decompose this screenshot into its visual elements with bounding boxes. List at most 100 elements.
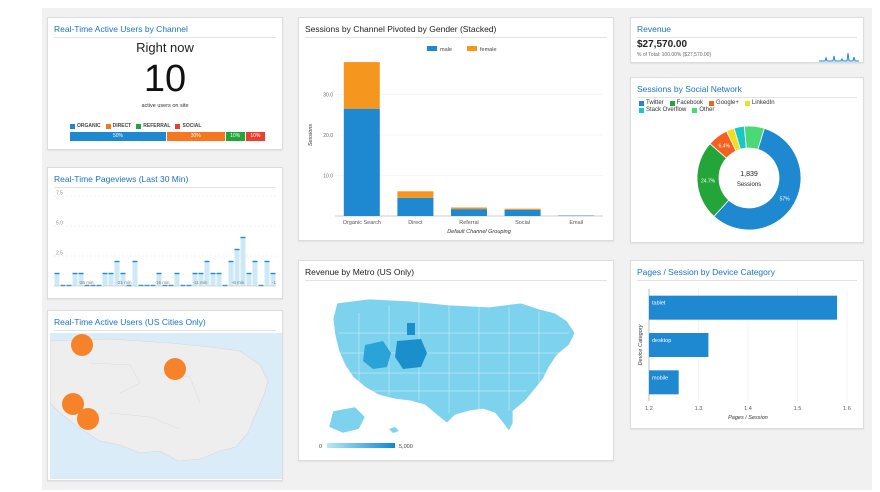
x-tick-label: -11 min — [193, 280, 208, 285]
legend-label: Stack Overflow — [646, 107, 687, 113]
legend-item: ORGANIC — [70, 123, 101, 129]
device-bar-label: tablet — [652, 301, 666, 307]
stacked-bar-segment — [343, 62, 380, 109]
stacked-bar-segment — [343, 108, 380, 216]
pageview-bar-cap — [186, 284, 192, 287]
pageview-bar — [270, 274, 276, 286]
legend-label: male — [440, 47, 452, 53]
card-social: Sessions by Social Network Twitter Facebo… — [630, 77, 864, 243]
pageview-bar — [108, 274, 114, 286]
legend-swatch — [692, 107, 698, 113]
x-tick-label: -21 min — [116, 280, 132, 285]
pageview-bar-cap — [132, 260, 138, 263]
legend-swatch — [136, 123, 142, 129]
y-tick-label: 20.0 — [323, 133, 333, 139]
channel-legend: ORGANIC DIRECT REFERRAL SOCIAL — [70, 123, 201, 129]
pageview-bar — [252, 262, 258, 286]
pageview-bar — [234, 250, 240, 286]
y-axis-title: Device Category — [638, 323, 644, 365]
donut-slice — [743, 125, 765, 150]
pageview-bar-cap — [192, 272, 198, 275]
pageview-bar-cap — [102, 272, 108, 275]
revenue-sparkline — [819, 52, 859, 62]
device-bar — [649, 370, 679, 395]
pageview-bar-cap — [84, 284, 90, 287]
legend-label: ORGANIC — [77, 123, 101, 129]
pageview-bar-cap — [258, 284, 264, 287]
pageview-bar — [102, 274, 108, 286]
x-tick-label: -26 min — [78, 280, 94, 285]
slice-label: 24.7% — [701, 178, 716, 184]
sessions-gender-chart: male female 10.0 20.0 30.0 Organic Search Dire… — [308, 46, 603, 235]
city-marker — [164, 358, 186, 380]
pageview-bar-cap — [162, 284, 168, 287]
stacked-bar-segment — [397, 197, 434, 216]
legend-swatch — [709, 100, 715, 106]
pageview-bar-cap — [168, 284, 174, 287]
pageview-bar-cap — [204, 260, 210, 263]
card-revenue: Revenue $27,570.00 % of Total: 100.00% (… — [630, 17, 864, 63]
pageview-bar — [264, 262, 270, 286]
legend-swatch — [105, 123, 111, 129]
card-pages-session: Pages / Session by Device Category 1.2 1.… — [630, 260, 864, 429]
legend-item: DIRECT — [105, 123, 131, 129]
divider — [54, 37, 276, 38]
legend-label: Twitter — [646, 100, 664, 106]
y-tick-label: 2.5 — [56, 251, 63, 257]
legend-item: REFERRAL — [136, 123, 170, 129]
channel-share-bar: 50% 30% 10% 10% — [70, 132, 266, 141]
legend-label: REFERRAL — [143, 123, 171, 129]
pageview-bar-cap — [246, 272, 252, 275]
stacked-bar-segment — [451, 207, 487, 210]
pageview-bar — [246, 274, 252, 286]
legend-item: Twitter — [639, 100, 664, 106]
slice-label: 57% — [780, 196, 791, 202]
pageview-bar-cap — [198, 272, 204, 275]
x-tick-label: -6 min — [232, 280, 245, 285]
legend-swatch — [669, 100, 675, 106]
legend-swatch — [175, 123, 181, 129]
donut-center-value: 1,839 — [740, 171, 758, 178]
pageview-bar-cap — [60, 284, 66, 287]
card-pageviews: Real-Time Pageviews (Last 30 Min) 7.5 5.0… — [47, 167, 283, 299]
pageview-bar-cap — [66, 284, 72, 287]
pageview-bar — [114, 262, 120, 286]
pageview-bar-cap — [270, 272, 276, 275]
card-sessions-gender: Sessions by Channel Pivoted by Gender (S… — [298, 17, 614, 241]
x-tick-label: 1.2 — [645, 406, 653, 412]
color-scale-bar — [327, 443, 395, 448]
pageview-bar-cap — [156, 272, 162, 275]
card-title: Real-Time Active Users (US Cities Only) — [54, 317, 206, 327]
card-title: Revenue — [637, 24, 672, 34]
pageview-bar — [204, 262, 210, 286]
x-tick-label: Email — [569, 220, 583, 226]
legend-label: Google+ — [716, 100, 739, 106]
x-tick-label: 1.6 — [843, 406, 851, 412]
donut-slice — [713, 127, 802, 231]
card-revenue-metro: Revenue by Metro (US Only) 0 5,000 — [298, 260, 614, 461]
pageview-bar-cap — [150, 284, 156, 287]
x-tick-label: Social — [515, 220, 530, 226]
pageview-bar — [240, 238, 246, 286]
channel-share-segment: 30% — [167, 132, 225, 141]
legend-label: Other — [699, 107, 715, 113]
slice-label: 6.4% — [719, 143, 731, 149]
pageview-bar-cap — [222, 284, 228, 287]
channel-share-segment: 10% — [225, 132, 245, 141]
pageview-bar-cap — [180, 284, 186, 287]
y-axis-title: Sessions — [308, 124, 314, 147]
card-title: Sessions by Social Network — [637, 84, 742, 94]
x-tick-label: Referral — [459, 220, 479, 226]
card-title: Real-Time Pageviews (Last 30 Min) — [54, 174, 189, 184]
divider — [54, 187, 276, 188]
legend-swatch — [639, 107, 644, 113]
pageview-bar-cap — [114, 260, 120, 263]
pageview-bar-cap — [216, 272, 222, 275]
pageview-bar-cap — [126, 284, 132, 287]
divider — [305, 37, 607, 38]
pageview-bar-cap — [54, 272, 60, 275]
legend-item: Facebook — [669, 100, 703, 106]
channel-share-segment: 50% — [70, 132, 166, 141]
city-marker — [77, 408, 99, 430]
divider — [305, 280, 607, 281]
